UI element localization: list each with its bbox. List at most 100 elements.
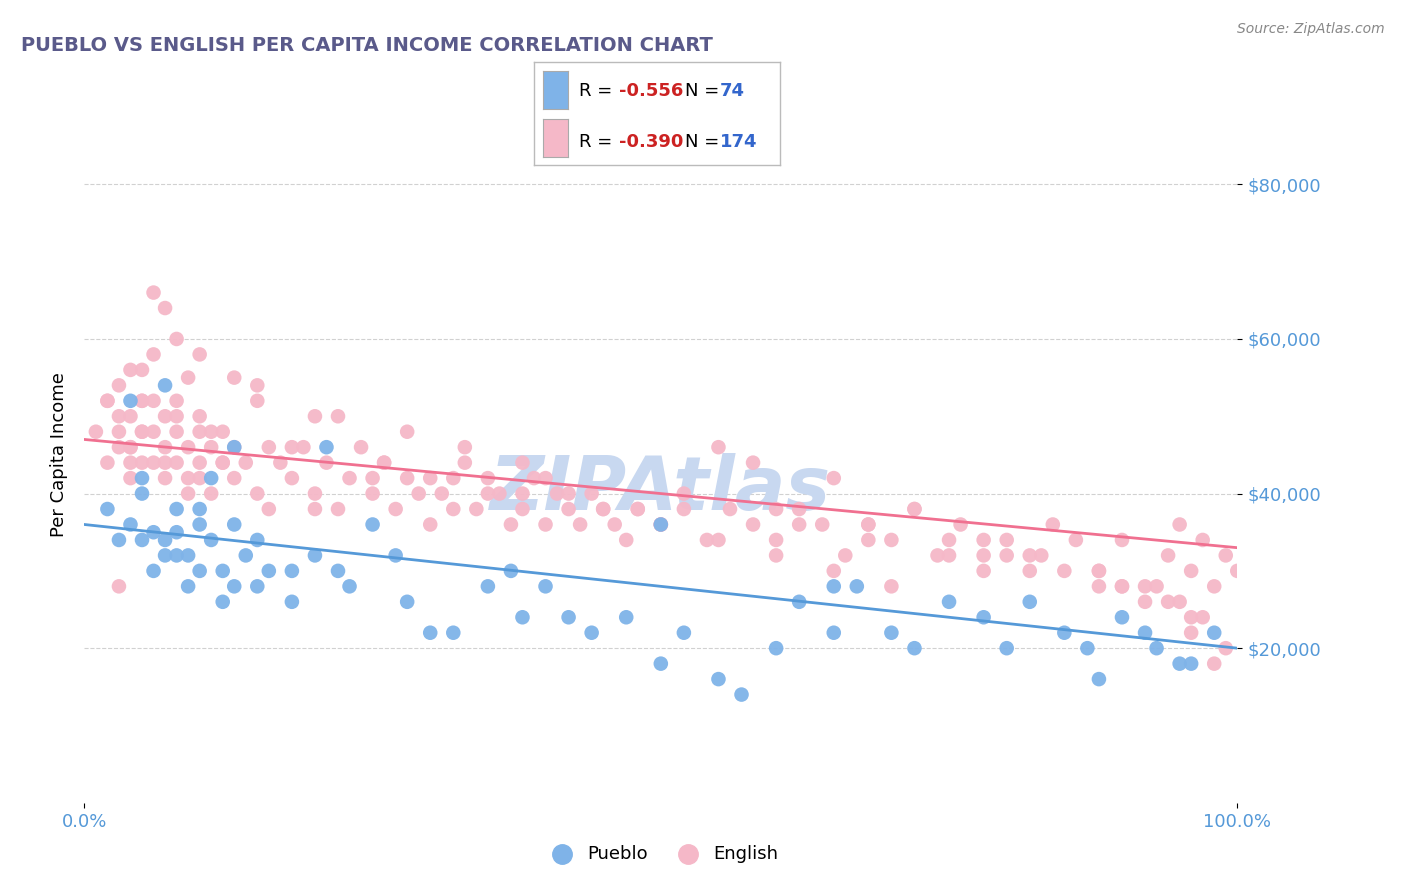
Point xyxy=(823,564,845,578)
Point xyxy=(350,440,373,454)
Point xyxy=(211,456,233,470)
Point xyxy=(153,440,176,454)
Point xyxy=(499,517,522,532)
Point xyxy=(224,471,246,485)
Point xyxy=(166,425,188,439)
Point xyxy=(153,409,176,424)
Point xyxy=(177,579,200,593)
Point xyxy=(188,409,211,424)
Point xyxy=(534,517,557,532)
Point xyxy=(557,610,579,624)
Point xyxy=(188,471,211,485)
Point xyxy=(281,440,304,454)
Point xyxy=(1168,595,1191,609)
Point xyxy=(235,456,257,470)
Point xyxy=(257,502,280,516)
Point xyxy=(108,409,131,424)
Point xyxy=(177,549,200,563)
Point xyxy=(592,502,614,516)
Point xyxy=(211,595,233,609)
Point xyxy=(304,502,326,516)
Point xyxy=(108,440,131,454)
Point xyxy=(211,456,233,470)
Point xyxy=(927,549,949,563)
Point xyxy=(166,332,188,346)
Point xyxy=(188,564,211,578)
Point xyxy=(188,425,211,439)
Point xyxy=(973,549,995,563)
Legend: Pueblo, English: Pueblo, English xyxy=(537,838,785,871)
Point xyxy=(281,471,304,485)
Point xyxy=(973,564,995,578)
Point xyxy=(650,517,672,532)
Point xyxy=(477,579,499,593)
Point xyxy=(396,595,419,609)
Point xyxy=(177,440,200,454)
Point xyxy=(1042,517,1064,532)
Point xyxy=(142,456,165,470)
Point xyxy=(1088,579,1111,593)
Point xyxy=(512,486,534,500)
Point xyxy=(131,393,153,408)
Point xyxy=(477,471,499,485)
Point xyxy=(1018,549,1040,563)
Point xyxy=(384,502,406,516)
Text: Source: ZipAtlas.com: Source: ZipAtlas.com xyxy=(1237,22,1385,37)
Point xyxy=(419,471,441,485)
Point xyxy=(1053,625,1076,640)
Point xyxy=(200,486,222,500)
Point xyxy=(108,579,131,593)
Text: R =: R = xyxy=(579,82,619,100)
Point xyxy=(326,502,349,516)
Point xyxy=(1018,564,1040,578)
Point xyxy=(96,502,118,516)
Point xyxy=(188,517,211,532)
Point xyxy=(224,370,246,384)
Point xyxy=(742,517,765,532)
Point xyxy=(1191,533,1213,547)
Point xyxy=(200,471,222,485)
Point xyxy=(938,533,960,547)
Point xyxy=(304,409,326,424)
Point xyxy=(246,486,269,500)
Point xyxy=(441,502,464,516)
Point xyxy=(880,579,903,593)
Point xyxy=(200,440,222,454)
Point xyxy=(430,486,453,500)
Point xyxy=(454,456,477,470)
Point xyxy=(246,393,269,408)
Point xyxy=(120,440,142,454)
Point xyxy=(315,456,337,470)
Point xyxy=(1088,564,1111,578)
Point xyxy=(765,549,787,563)
Point xyxy=(108,533,131,547)
Point xyxy=(696,533,718,547)
Point xyxy=(177,486,200,500)
Point xyxy=(108,378,131,392)
Point xyxy=(995,533,1018,547)
Point xyxy=(96,393,118,408)
Point xyxy=(811,517,834,532)
Point xyxy=(787,595,810,609)
Point xyxy=(166,393,188,408)
Point xyxy=(339,471,361,485)
Point xyxy=(120,440,142,454)
Point xyxy=(903,502,925,516)
Point xyxy=(408,486,430,500)
Point xyxy=(304,486,326,500)
Point xyxy=(257,440,280,454)
Point xyxy=(142,425,165,439)
Point xyxy=(246,378,269,392)
Point xyxy=(973,533,995,547)
Point xyxy=(384,549,406,563)
Point xyxy=(120,456,142,470)
Point xyxy=(546,486,568,500)
Point xyxy=(938,549,960,563)
Point xyxy=(858,517,880,532)
Point xyxy=(211,425,233,439)
Point xyxy=(419,625,441,640)
Point xyxy=(650,657,672,671)
Point xyxy=(557,486,579,500)
Point xyxy=(131,363,153,377)
Point xyxy=(153,301,176,315)
